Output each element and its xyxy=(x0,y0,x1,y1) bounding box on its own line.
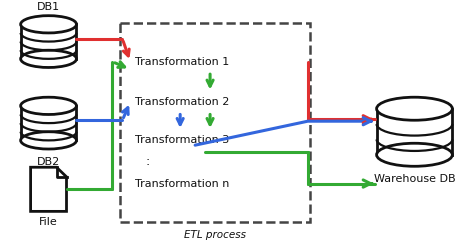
Text: File: File xyxy=(39,217,58,227)
Text: Warehouse DB: Warehouse DB xyxy=(374,174,456,184)
Ellipse shape xyxy=(21,16,76,33)
Ellipse shape xyxy=(21,50,76,68)
Text: Transformation n: Transformation n xyxy=(135,179,230,189)
Text: :: : xyxy=(145,155,149,168)
Ellipse shape xyxy=(376,97,452,120)
Text: Transformation 1: Transformation 1 xyxy=(135,57,229,67)
Ellipse shape xyxy=(376,143,452,166)
Text: ETL process: ETL process xyxy=(184,230,246,240)
Ellipse shape xyxy=(21,97,76,114)
Text: DB1: DB1 xyxy=(37,2,60,12)
Polygon shape xyxy=(31,167,66,211)
Text: Transformation 3: Transformation 3 xyxy=(135,135,229,145)
Ellipse shape xyxy=(21,132,76,149)
Text: DB2: DB2 xyxy=(37,157,60,167)
Text: Transformation 2: Transformation 2 xyxy=(135,97,230,107)
